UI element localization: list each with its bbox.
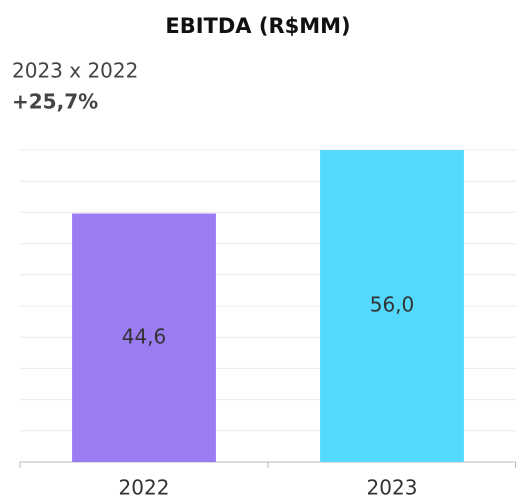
chart-title: EBITDA (R$MM) <box>165 14 350 38</box>
subtitle: 2023 x 2022 <box>12 59 138 83</box>
bar <box>320 150 464 462</box>
x-tick-label: 2023 <box>367 476 418 500</box>
bar <box>72 213 216 462</box>
x-tick-label: 2022 <box>119 476 170 500</box>
value-label: 56,0 <box>370 293 415 317</box>
annotation: +25,7% <box>12 90 98 114</box>
value-label: 44,6 <box>122 324 167 348</box>
